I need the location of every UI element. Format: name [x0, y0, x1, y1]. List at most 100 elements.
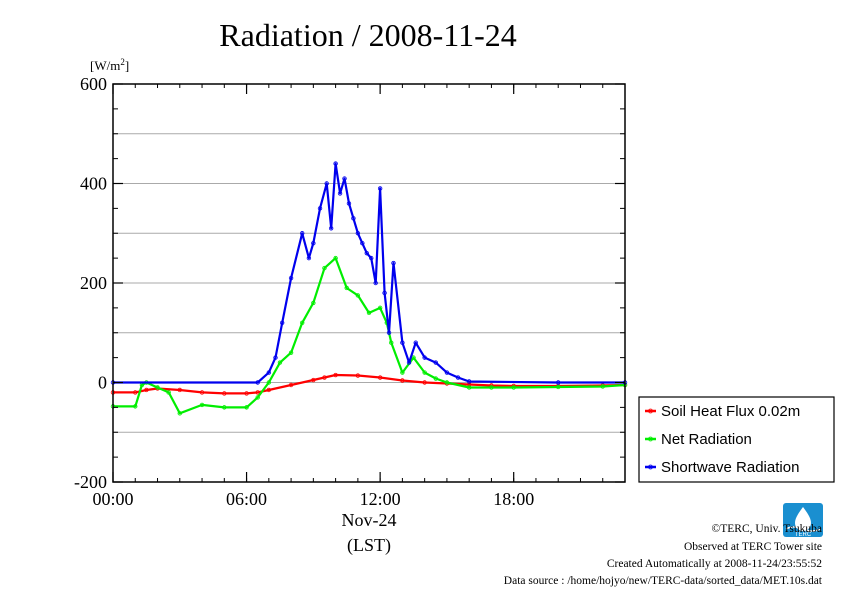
footer-source: Data source : /home/hojyo/new/TERC-data/…	[504, 575, 823, 587]
data-point	[344, 285, 349, 291]
data-point	[444, 380, 450, 385]
data-point	[400, 378, 405, 383]
data-point	[377, 186, 383, 191]
data-point	[155, 385, 160, 390]
data-point	[166, 390, 171, 395]
data-point	[255, 380, 260, 385]
data-point	[386, 330, 392, 335]
data-point	[400, 340, 405, 345]
data-point	[288, 382, 294, 388]
data-point	[311, 240, 316, 246]
data-point	[322, 375, 327, 380]
data-point	[337, 191, 343, 196]
data-point	[377, 375, 383, 380]
data-point	[222, 405, 227, 410]
data-point	[600, 384, 605, 389]
data-point	[288, 275, 294, 281]
data-point	[466, 385, 472, 390]
data-point	[317, 206, 323, 211]
data-point	[489, 385, 494, 390]
data-point	[444, 370, 450, 375]
x-tick-label: 00:00	[92, 489, 133, 509]
logo-wave-icon	[785, 526, 821, 532]
data-point	[433, 376, 438, 381]
data-point	[333, 255, 338, 261]
data-point	[177, 387, 182, 393]
data-point	[333, 161, 338, 166]
legend-label: Shortwave Radiation	[661, 459, 799, 476]
legend-label: Net Radiation	[661, 431, 752, 448]
data-point	[144, 387, 149, 393]
series-line-3	[113, 162, 625, 384]
x-tick-label: 06:00	[226, 489, 267, 509]
data-point	[288, 350, 294, 355]
logo-drop-icon	[795, 507, 811, 531]
y-ticks: -200 0 200 400 600	[74, 74, 625, 492]
data-point	[422, 370, 427, 375]
data-point	[511, 385, 516, 390]
data-point	[355, 231, 361, 236]
legend-label: Soil Heat Flux 0.02m	[661, 403, 800, 420]
data-point	[324, 181, 329, 186]
data-point	[355, 293, 361, 298]
data-point	[333, 372, 338, 378]
x-axis-date-label: Nov-24	[342, 510, 397, 530]
data-point	[400, 370, 405, 375]
data-point	[373, 280, 378, 286]
x-tick-label: 18:00	[493, 489, 534, 509]
data-point	[266, 370, 272, 375]
legend-box	[638, 396, 835, 483]
footer-copyright: ©TERC, Univ. Tsukuba	[712, 523, 822, 535]
data-point	[377, 305, 383, 311]
y-tick-label: 400	[80, 174, 107, 194]
data-point	[351, 216, 356, 221]
data-point	[360, 240, 365, 246]
data-point	[342, 176, 347, 181]
data-point	[199, 390, 205, 395]
y-axis-label: [W/m2]	[90, 57, 129, 73]
data-point	[455, 375, 461, 380]
x-axis-unit-label: (LST)	[347, 535, 391, 556]
data-point	[369, 255, 374, 261]
data-point	[422, 355, 427, 360]
series-line-2	[113, 257, 626, 415]
legend-marker	[648, 408, 653, 414]
data-point	[556, 384, 561, 390]
data-point	[406, 360, 412, 365]
data-point	[391, 260, 396, 266]
data-point	[422, 380, 427, 385]
data-point	[306, 255, 312, 261]
data-point	[300, 231, 305, 236]
data-point	[556, 380, 561, 385]
data-point	[346, 201, 352, 206]
legend: Soil Heat Flux 0.02m Net Radiation Shortwa…	[638, 396, 835, 483]
series-line-1	[113, 373, 626, 395]
data-point	[255, 390, 260, 395]
data-point	[199, 402, 205, 408]
data-point	[222, 391, 227, 396]
data-point	[466, 382, 472, 387]
data-point	[177, 411, 182, 416]
data-point	[322, 265, 327, 271]
footer-observed: Observed at TERC Tower site	[684, 541, 822, 553]
x-tick-label: 12:00	[360, 489, 401, 509]
data-point	[382, 290, 387, 296]
data-point	[355, 373, 361, 378]
data-point	[133, 390, 138, 395]
data-point	[466, 379, 472, 384]
data-point	[300, 320, 305, 325]
data-point	[311, 377, 316, 383]
y-tick-label: -200	[74, 472, 107, 492]
data-point	[364, 250, 369, 256]
data-point	[413, 340, 418, 345]
data-point	[328, 226, 334, 231]
series-layer	[110, 161, 628, 416]
data-point	[133, 404, 138, 409]
footer-credits: ©TERC, Univ. Tsukuba Observed at TERC To…	[504, 523, 823, 587]
legend-marker	[648, 464, 653, 470]
logo-text: TERC	[795, 532, 812, 538]
data-point	[266, 387, 272, 393]
terc-logo: TERC	[783, 503, 823, 538]
data-point	[273, 355, 278, 360]
footer-created: Created Automatically at 2008-11-24/23:5…	[607, 558, 822, 570]
